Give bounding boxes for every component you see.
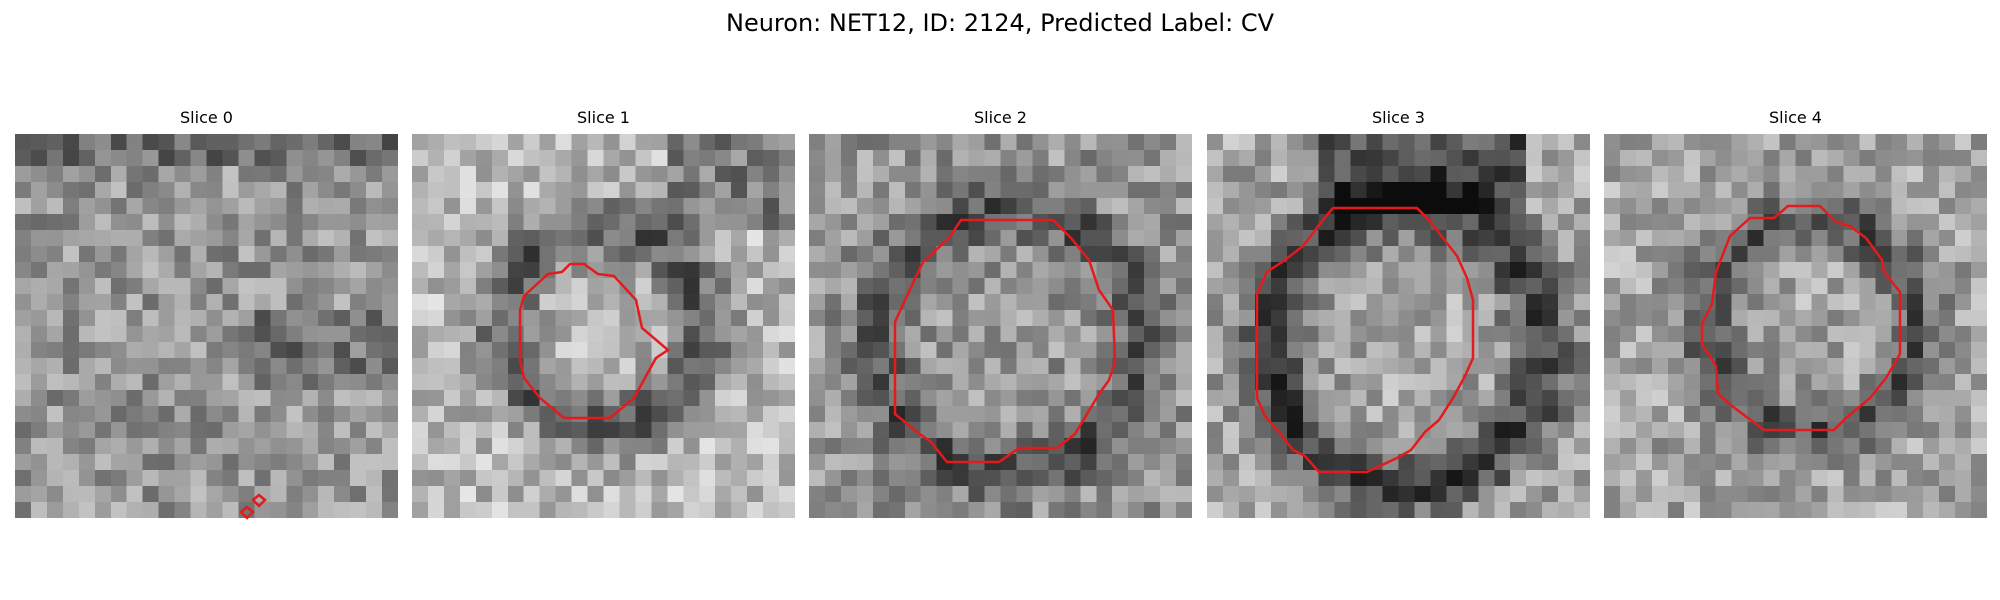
slice-panel-3: Slice 3 xyxy=(1207,108,1590,518)
slice-title: Slice 1 xyxy=(577,108,630,127)
slice-image-2 xyxy=(809,134,1192,518)
roi-contour-0b xyxy=(251,493,267,508)
figure-title: Neuron: NET12, ID: 2124, Predicted Label… xyxy=(726,9,1274,37)
roi-contour-1 xyxy=(518,262,671,420)
slice-panel-1: Slice 1 xyxy=(412,108,795,518)
slice-title: Slice 4 xyxy=(1769,108,1822,127)
slice-image-4 xyxy=(1604,134,1987,518)
slice-panel-0: Slice 0 xyxy=(15,108,398,520)
slice-title: Slice 3 xyxy=(1372,108,1425,127)
slice-image-0 xyxy=(15,134,398,518)
slice-title: Slice 2 xyxy=(974,108,1027,127)
roi-contour-2 xyxy=(893,218,1117,464)
slice-image-3 xyxy=(1207,134,1590,518)
roi-contour-0a xyxy=(239,505,255,520)
slice-image-1 xyxy=(412,134,795,518)
slice-panel-4: Slice 4 xyxy=(1604,108,1987,518)
roi-contour-3 xyxy=(1255,206,1475,474)
roi-contour-0 xyxy=(239,493,267,520)
roi-contour-4 xyxy=(1700,204,1902,432)
slice-panel-2: Slice 2 xyxy=(809,108,1192,518)
slice-title: Slice 0 xyxy=(180,108,233,127)
